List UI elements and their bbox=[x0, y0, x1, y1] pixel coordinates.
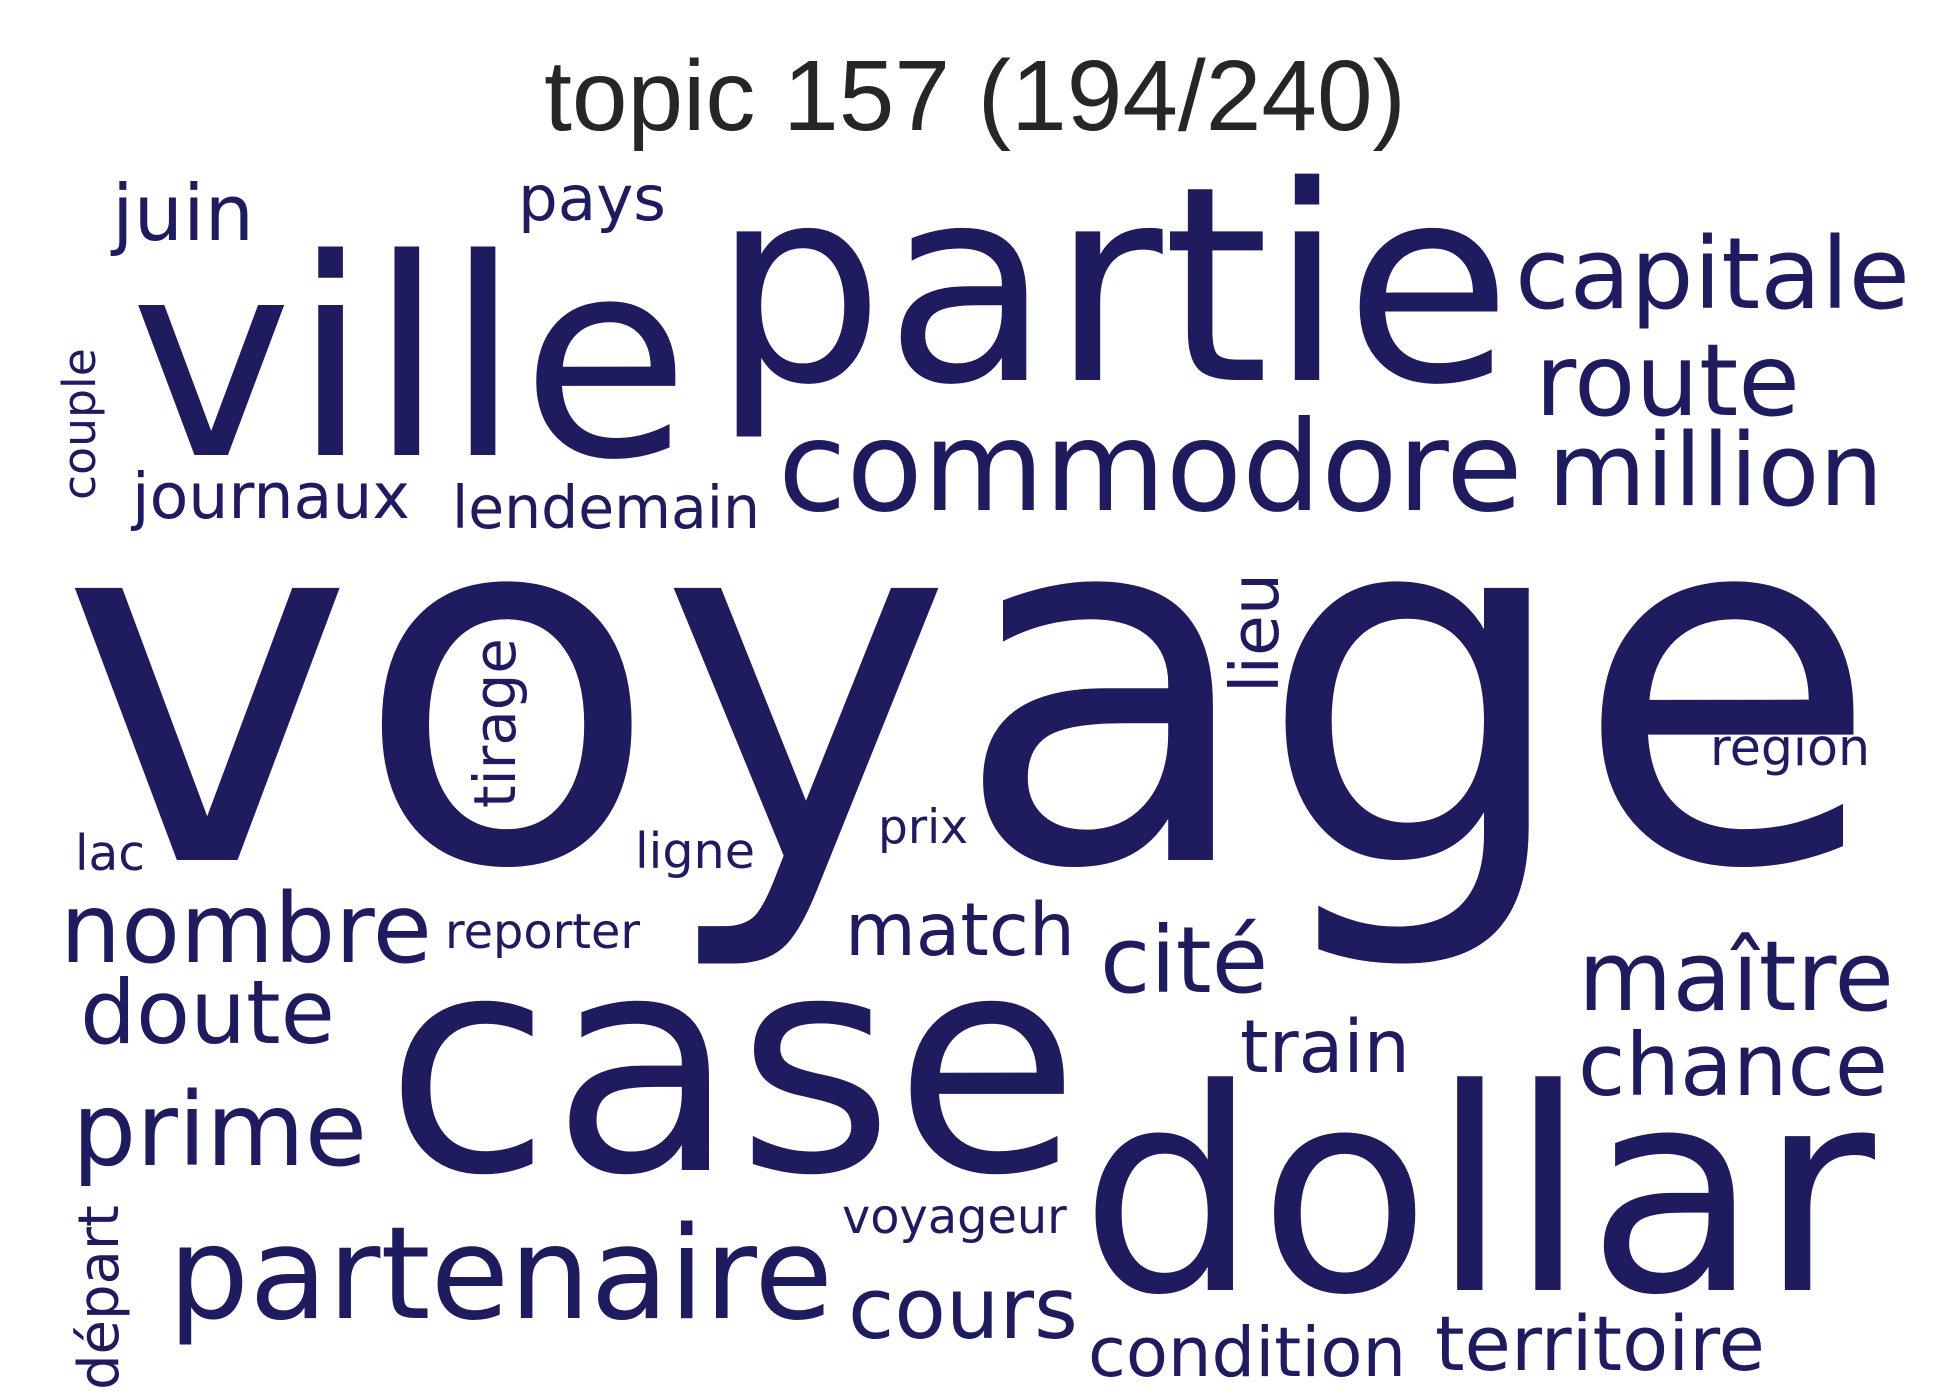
word-12: doute bbox=[80, 961, 335, 1064]
word-21: juin bbox=[110, 169, 254, 259]
word-vertical-28: couple bbox=[53, 348, 106, 500]
word-14: maître bbox=[1578, 920, 1894, 1033]
word-19: match bbox=[845, 889, 1075, 973]
word-32: lac bbox=[75, 826, 145, 882]
word-8: million bbox=[1548, 412, 1883, 529]
word-7: route bbox=[1535, 322, 1800, 439]
word-34: voyageur bbox=[842, 1190, 1067, 1245]
word-11: prime bbox=[72, 1071, 367, 1189]
word-16: territoire bbox=[1435, 1300, 1765, 1388]
word-22: journaux bbox=[130, 459, 410, 533]
word-10: nombre bbox=[60, 873, 432, 985]
word-4: dollar bbox=[1080, 1030, 1878, 1357]
word-17: condition bbox=[1088, 1313, 1406, 1393]
word-29: région bbox=[1710, 718, 1870, 777]
word-3: case bbox=[385, 890, 1080, 1242]
word-31: prix bbox=[878, 800, 968, 855]
word-18: cours bbox=[848, 1260, 1078, 1358]
word-13: cité bbox=[1100, 907, 1268, 1014]
word-24: pays bbox=[518, 162, 666, 235]
word-0: voyage bbox=[60, 399, 1880, 978]
word-1: partie bbox=[712, 129, 1512, 445]
word-23: lendemain bbox=[452, 474, 760, 542]
word-2: ville bbox=[130, 200, 690, 520]
cloud-title: topic 157 (194/240) bbox=[544, 40, 1406, 152]
word-vertical-27: départ bbox=[67, 1205, 132, 1390]
word-vertical-25: tirage bbox=[461, 638, 529, 808]
word-30: ligne bbox=[635, 822, 755, 880]
word-33: reporter bbox=[445, 905, 640, 960]
word-5: commodore bbox=[778, 395, 1523, 540]
word-6: capitale bbox=[1515, 217, 1910, 332]
word-15: chance bbox=[1578, 1016, 1888, 1116]
word-20: train bbox=[1240, 1005, 1410, 1090]
word-vertical-26: lieu bbox=[1216, 573, 1294, 693]
word-9: partenaire bbox=[168, 1200, 833, 1349]
